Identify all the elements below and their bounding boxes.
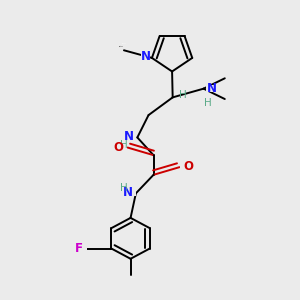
Text: N: N <box>123 186 133 199</box>
Bar <box>141 53 150 60</box>
Text: O: O <box>184 160 194 173</box>
Text: methyl: methyl <box>130 277 135 278</box>
Text: N: N <box>140 50 150 63</box>
Bar <box>129 134 136 140</box>
Text: H: H <box>204 98 212 108</box>
Text: methyl: methyl <box>122 43 127 44</box>
Text: H: H <box>120 183 128 194</box>
Bar <box>128 189 136 196</box>
Text: H: H <box>179 90 187 100</box>
Text: methyl: methyl <box>118 46 124 47</box>
Bar <box>180 163 188 170</box>
Text: H: H <box>120 140 128 149</box>
Text: O: O <box>113 140 124 154</box>
Bar <box>206 85 214 92</box>
Bar <box>120 143 127 151</box>
Text: F: F <box>75 242 83 254</box>
Text: N: N <box>124 130 134 143</box>
Text: N: N <box>207 82 217 94</box>
Bar <box>79 244 87 252</box>
